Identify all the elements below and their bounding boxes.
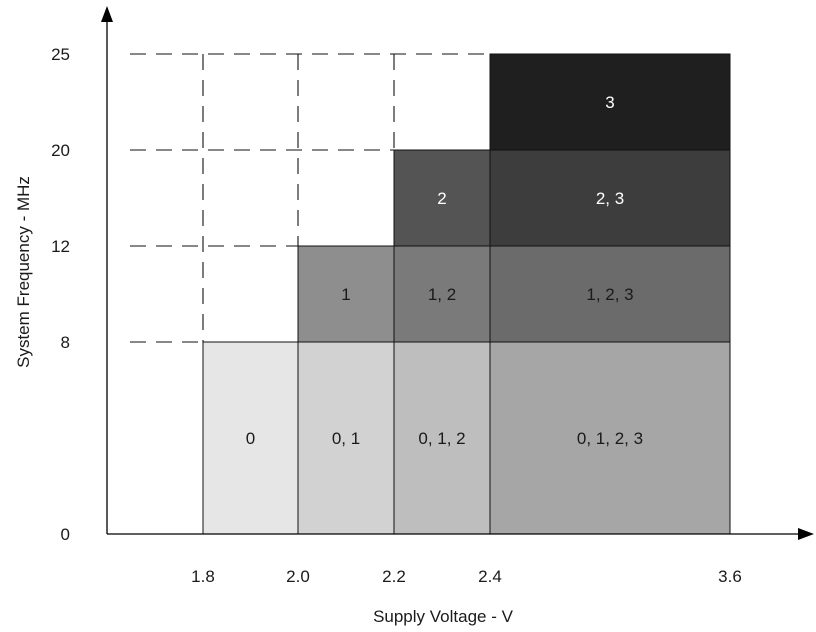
y-tick-label: 25 [51,45,70,64]
x-axis-title: Supply Voltage - V [373,607,514,626]
x-tick-label: 2.0 [286,567,310,586]
region-label-1-2: 1, 2 [428,285,456,304]
x-tick-label: 1.8 [191,567,215,586]
region-label-3: 3 [605,93,614,112]
region-3 [489,53,731,151]
region-label-1-2-3: 1, 2, 3 [586,285,633,304]
y-axis-arrow [101,6,113,22]
axes [101,6,814,540]
region-1 [297,245,395,343]
region-label-2: 2 [437,189,446,208]
y-tick-label: 12 [51,237,70,256]
y-tick-label: 8 [61,333,70,352]
region-label-0: 0 [246,429,255,448]
region-1-2 [393,245,491,343]
region-label-1: 1 [341,285,350,304]
region-0 [202,341,299,535]
region-label-0-1: 0, 1 [332,429,360,448]
x-tick-label: 2.4 [478,567,502,586]
region-label-0-1-2: 0, 1, 2 [418,429,465,448]
y-tick-label: 0 [61,525,70,544]
region-2 [393,149,491,247]
region-2-3 [489,149,731,247]
x-axis-arrow [798,528,814,540]
x-tick-label: 2.2 [382,567,406,586]
region-label-0-1-2-3: 0, 1, 2, 3 [577,429,643,448]
y-axis-title: System Frequency - MHz [14,176,33,368]
y-tick-label: 20 [51,141,70,160]
region-1-2-3 [489,245,731,343]
regions: 0 0, 1 0, 1, 2 0, 1, 2, 3 1 1, 2 1, 2, 3 2 2, 3 3 [202,53,731,535]
x-tick-label: 3.6 [718,567,742,586]
region-label-2-3: 2, 3 [596,189,624,208]
